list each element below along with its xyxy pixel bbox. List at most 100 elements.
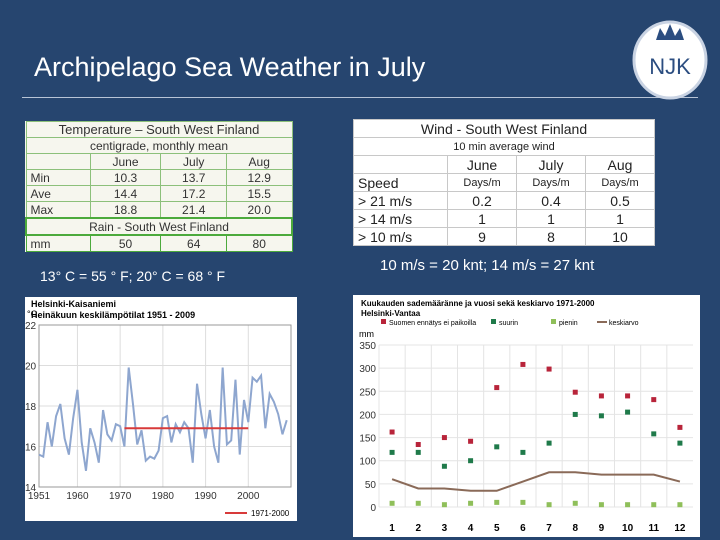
logo: NJK bbox=[632, 20, 708, 100]
point bbox=[441, 463, 447, 469]
cell: 21.4 bbox=[160, 201, 227, 219]
point bbox=[520, 361, 526, 367]
y-tick-label: 18 bbox=[25, 402, 37, 413]
x-tick-label: 1980 bbox=[152, 491, 175, 502]
point bbox=[415, 500, 421, 506]
point bbox=[389, 449, 395, 455]
x-tick-label: 10 bbox=[622, 523, 634, 534]
cell: 8 bbox=[516, 227, 586, 246]
legend-label: suurin bbox=[499, 320, 518, 327]
cell: 10.3 bbox=[89, 169, 162, 186]
point bbox=[572, 411, 578, 417]
column-header: June bbox=[447, 155, 518, 174]
point bbox=[494, 444, 500, 450]
temperature-line bbox=[38, 367, 288, 471]
x-tick-label: 12 bbox=[674, 523, 686, 534]
point bbox=[598, 502, 604, 508]
table: Wind - South West Finland 10 min average … bbox=[352, 119, 655, 246]
row: Min 10.3 13.7 12.9 bbox=[25, 169, 293, 186]
point bbox=[625, 409, 631, 415]
point bbox=[677, 424, 683, 430]
row: Speed Days/m Days/m Days/m bbox=[352, 173, 655, 192]
cell: 64 bbox=[160, 234, 227, 252]
logo-crown bbox=[656, 24, 684, 40]
row: Wind - South West Finland bbox=[353, 119, 655, 138]
legend-label: pienin bbox=[559, 320, 578, 327]
point bbox=[625, 502, 631, 508]
point bbox=[677, 502, 683, 508]
row: mm 50 64 80 bbox=[25, 234, 293, 252]
cell: 14.4 bbox=[89, 185, 162, 202]
logo-text: NJK bbox=[649, 54, 691, 79]
x-tick-label: 1 bbox=[389, 523, 395, 534]
point bbox=[415, 449, 421, 455]
y-tick-label: 22 bbox=[25, 321, 37, 332]
point bbox=[468, 438, 474, 444]
column-header: July bbox=[516, 155, 586, 174]
mean-line bbox=[391, 471, 681, 492]
legend-swatch bbox=[551, 319, 556, 324]
row: June July Aug bbox=[25, 153, 293, 170]
cell: Max bbox=[25, 201, 91, 219]
point bbox=[494, 499, 500, 505]
row: Rain - South West Finland bbox=[25, 217, 293, 236]
column-header: Aug bbox=[585, 155, 655, 174]
x-tick-label: 1951 bbox=[28, 491, 51, 502]
temp-note: 13° C = 55 ° F; 20° C = 68 ° F bbox=[40, 268, 226, 284]
table-title: Wind - South West Finland bbox=[353, 119, 655, 138]
cell bbox=[352, 155, 449, 174]
rain-title: Rain - South West Finland bbox=[25, 217, 293, 236]
cell: Min bbox=[25, 169, 91, 186]
y-tick-label: 150 bbox=[359, 434, 376, 445]
point bbox=[494, 385, 500, 391]
x-tick-label: 2 bbox=[415, 523, 421, 534]
column-header: Aug bbox=[225, 153, 293, 170]
table-subtitle: centigrade, monthly mean bbox=[25, 137, 293, 154]
wind-note: 10 m/s = 20 knt; 14 m/s = 27 knt bbox=[380, 257, 595, 274]
point bbox=[546, 440, 552, 446]
point bbox=[546, 366, 552, 372]
cell: 80 bbox=[225, 234, 293, 252]
legend-label: Suomen ennätys ei paikoilla bbox=[389, 320, 476, 327]
x-tick-label: 7 bbox=[546, 523, 552, 534]
row: > 14 m/s 1 1 1 bbox=[352, 209, 655, 228]
y-tick-label: 100 bbox=[359, 457, 376, 468]
cell: 18.8 bbox=[89, 201, 162, 219]
column-header: July bbox=[160, 153, 227, 170]
y-axis-label: mm bbox=[359, 329, 374, 339]
y-tick-label: 350 bbox=[359, 341, 376, 352]
slide-title: Archipelago Sea Weather in July bbox=[34, 52, 426, 82]
cell: 12.9 bbox=[225, 169, 293, 186]
row: 10 min average wind bbox=[353, 137, 655, 156]
point bbox=[520, 449, 526, 455]
point bbox=[651, 397, 657, 403]
cell: 0.5 bbox=[585, 191, 655, 210]
point bbox=[468, 458, 474, 464]
chart-subtitle: Helsinki-Vantaa bbox=[361, 309, 421, 318]
cell: 15.5 bbox=[225, 185, 293, 202]
column-header: June bbox=[89, 153, 162, 170]
chart-title: Helsinki-Kaisaniemi bbox=[31, 299, 116, 309]
row: Temperature – South West Finland bbox=[25, 121, 293, 138]
point bbox=[441, 435, 447, 441]
y-tick-label: 200 bbox=[359, 410, 376, 421]
y-tick-label: 16 bbox=[25, 443, 37, 454]
cell: Speed bbox=[352, 173, 449, 192]
point bbox=[572, 500, 578, 506]
cell: 1 bbox=[516, 209, 586, 228]
point bbox=[598, 393, 604, 399]
point bbox=[468, 500, 474, 506]
plot-frame bbox=[38, 324, 292, 488]
point bbox=[625, 393, 631, 399]
cell: 50 bbox=[89, 234, 162, 252]
legend-swatch bbox=[491, 319, 496, 324]
cell: 10 bbox=[585, 227, 655, 246]
point bbox=[389, 500, 395, 506]
point bbox=[598, 413, 604, 419]
y-tick-label: 0 bbox=[370, 503, 376, 514]
x-tick-label: 3 bbox=[442, 523, 448, 534]
x-tick-label: 1970 bbox=[109, 491, 132, 502]
cell: Days/m bbox=[585, 173, 655, 192]
point bbox=[677, 440, 683, 446]
